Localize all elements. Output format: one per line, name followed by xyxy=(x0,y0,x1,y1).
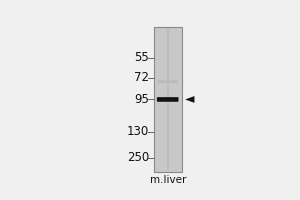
FancyBboxPatch shape xyxy=(157,97,178,102)
Bar xyxy=(154,27,182,172)
Polygon shape xyxy=(185,96,194,103)
Text: m.liver: m.liver xyxy=(149,175,186,185)
Text: 95: 95 xyxy=(134,93,149,106)
Text: 55: 55 xyxy=(134,51,149,64)
Text: 130: 130 xyxy=(127,125,149,138)
Text: 250: 250 xyxy=(127,151,149,164)
FancyBboxPatch shape xyxy=(157,80,178,83)
Text: 72: 72 xyxy=(134,71,149,84)
